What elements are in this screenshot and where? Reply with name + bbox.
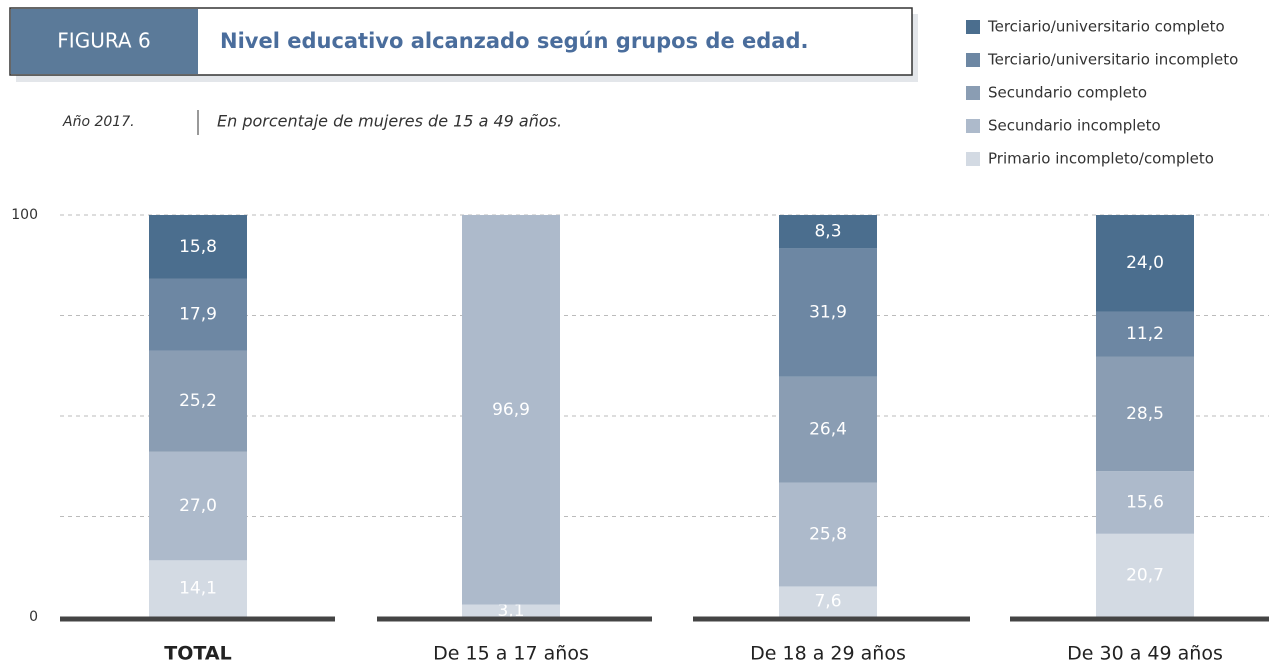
x-tick-label: TOTAL: [164, 643, 231, 665]
legend-label: Terciario/universitario completo: [987, 18, 1225, 36]
data-label: 25,8: [809, 525, 847, 545]
legend-swatch: [966, 20, 980, 34]
data-label: 96,9: [492, 400, 530, 420]
data-label: 7,6: [814, 592, 841, 612]
bar-segment: [462, 604, 560, 617]
bar-segment: [149, 560, 247, 617]
data-label: 11,2: [1126, 324, 1164, 344]
y-tick-label: 0: [29, 609, 38, 625]
data-label: 14,1: [179, 579, 217, 599]
x-tick-label: De 15 a 17 años: [433, 643, 589, 665]
legend-swatch: [966, 53, 980, 67]
bar-segment: [1096, 533, 1194, 617]
legend-swatch: [966, 152, 980, 166]
bar-segment: [779, 482, 877, 587]
data-label: 25,2: [179, 391, 217, 411]
bar-segment: [1096, 471, 1194, 534]
bar-segment: [149, 215, 247, 279]
data-label: 8,3: [814, 222, 841, 242]
bar-segment: [779, 586, 877, 617]
bar-segment: [1096, 311, 1194, 357]
bar-segment: [1096, 215, 1194, 312]
legend-label: Primario incompleto/completo: [988, 150, 1214, 168]
data-label: 26,4: [809, 420, 847, 440]
legend-swatch: [966, 86, 980, 100]
figure-label-box: [11, 9, 198, 74]
subtitle: En porcentaje de mujeres de 15 a 49 años…: [217, 112, 562, 131]
data-label: 17,9: [179, 304, 217, 324]
legend-label: Secundario incompleto: [988, 117, 1161, 135]
data-label: 27,0: [179, 496, 217, 516]
data-label: 3,1: [497, 601, 524, 621]
x-tick-label: De 30 a 49 años: [1067, 643, 1223, 665]
x-tick-label: De 18 a 29 años: [750, 643, 906, 665]
subtitle-year: Año 2017.: [62, 114, 135, 130]
data-label: 31,9: [809, 302, 847, 322]
legend-label: Secundario completo: [988, 84, 1147, 102]
data-label: 15,8: [179, 237, 217, 257]
data-label: 20,7: [1126, 565, 1164, 585]
data-label: 24,0: [1126, 253, 1164, 273]
figure-label: FIGURA 6: [57, 29, 150, 53]
data-label: 15,6: [1126, 492, 1164, 512]
legend-label: Terciario/universitario incompleto: [987, 51, 1238, 69]
data-label: 28,5: [1126, 404, 1164, 424]
y-tick-label: 100: [11, 207, 38, 223]
bar-segment: [149, 278, 247, 351]
bar-segment: [462, 215, 560, 605]
bar-segment: [1096, 356, 1194, 472]
bar-segment: [779, 215, 877, 249]
legend-swatch: [966, 119, 980, 133]
chart-title: Nivel educativo alcanzado según grupos d…: [220, 29, 808, 53]
bar-segment: [149, 451, 247, 561]
bar-segment: [149, 350, 247, 452]
bar-segment: [779, 248, 877, 377]
bar-segment: [779, 376, 877, 483]
